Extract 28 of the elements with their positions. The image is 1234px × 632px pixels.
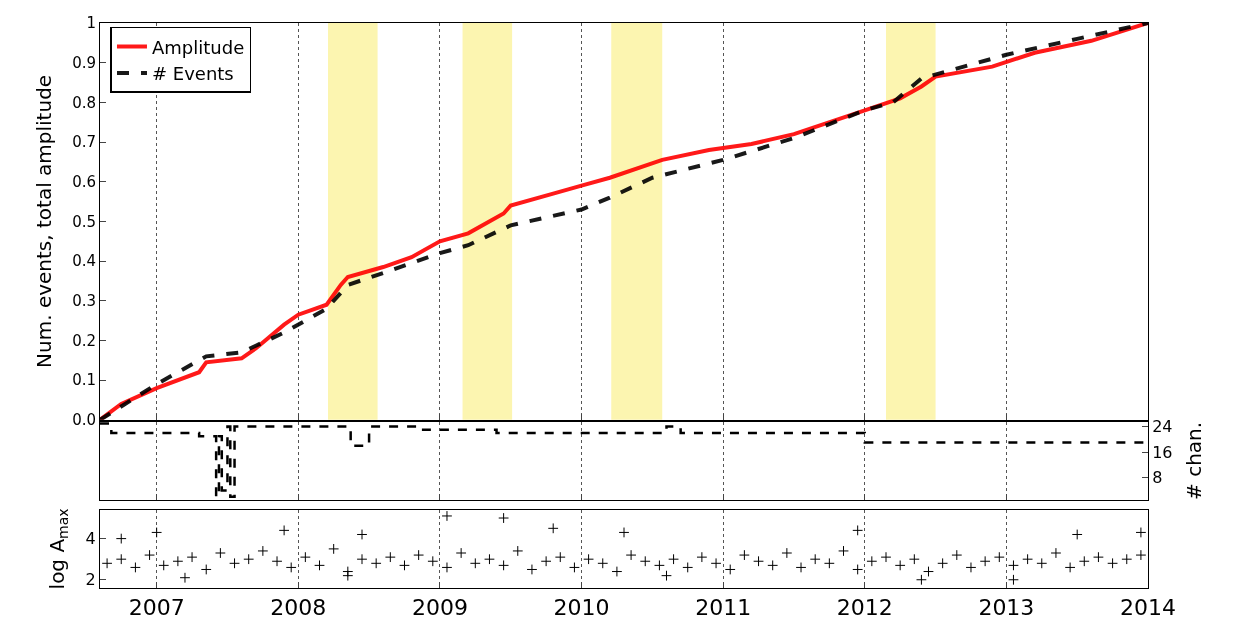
y-tick-label: 0.1 xyxy=(72,371,96,390)
y2-tick-label: 24 xyxy=(1152,417,1173,437)
y2-tick-label: 16 xyxy=(1152,442,1173,462)
y-axis-title: Num. events, total amplitude xyxy=(31,74,56,368)
y-tick-label: 0.4 xyxy=(72,252,96,271)
x-tick-label: 2014 xyxy=(1120,595,1176,621)
y-tick-label: 1 xyxy=(86,14,96,33)
y-tick-label: 0.9 xyxy=(72,53,96,72)
y-tick-label: 0.7 xyxy=(72,133,96,152)
y-tick-label: 0.3 xyxy=(72,292,96,311)
y2-axis-title: # chan. xyxy=(1182,421,1207,500)
y2-tick-label: 8 xyxy=(1152,468,1163,488)
x-tick-label: 2009 xyxy=(411,595,468,621)
x-tick-label: 2008 xyxy=(270,595,327,621)
x-tick-label: 2007 xyxy=(128,595,185,621)
legend-label: # Events xyxy=(151,63,234,85)
legend-label: Amplitude xyxy=(151,36,245,58)
y-tick-label: 0.5 xyxy=(72,212,96,231)
y-tick-label: 0.0 xyxy=(72,411,96,430)
x-tick-label: 2010 xyxy=(553,595,610,621)
y-tick-label: 0.6 xyxy=(72,172,96,191)
y-tick-label: 2 xyxy=(85,570,96,590)
x-tick-label: 2013 xyxy=(978,595,1035,621)
y-tick-label: 0.8 xyxy=(72,93,96,112)
y-tick-label: 4 xyxy=(85,529,96,549)
x-tick-label: 2011 xyxy=(695,595,752,621)
y-tick-label: 0.2 xyxy=(72,331,96,350)
x-tick-label: 2012 xyxy=(836,595,893,621)
